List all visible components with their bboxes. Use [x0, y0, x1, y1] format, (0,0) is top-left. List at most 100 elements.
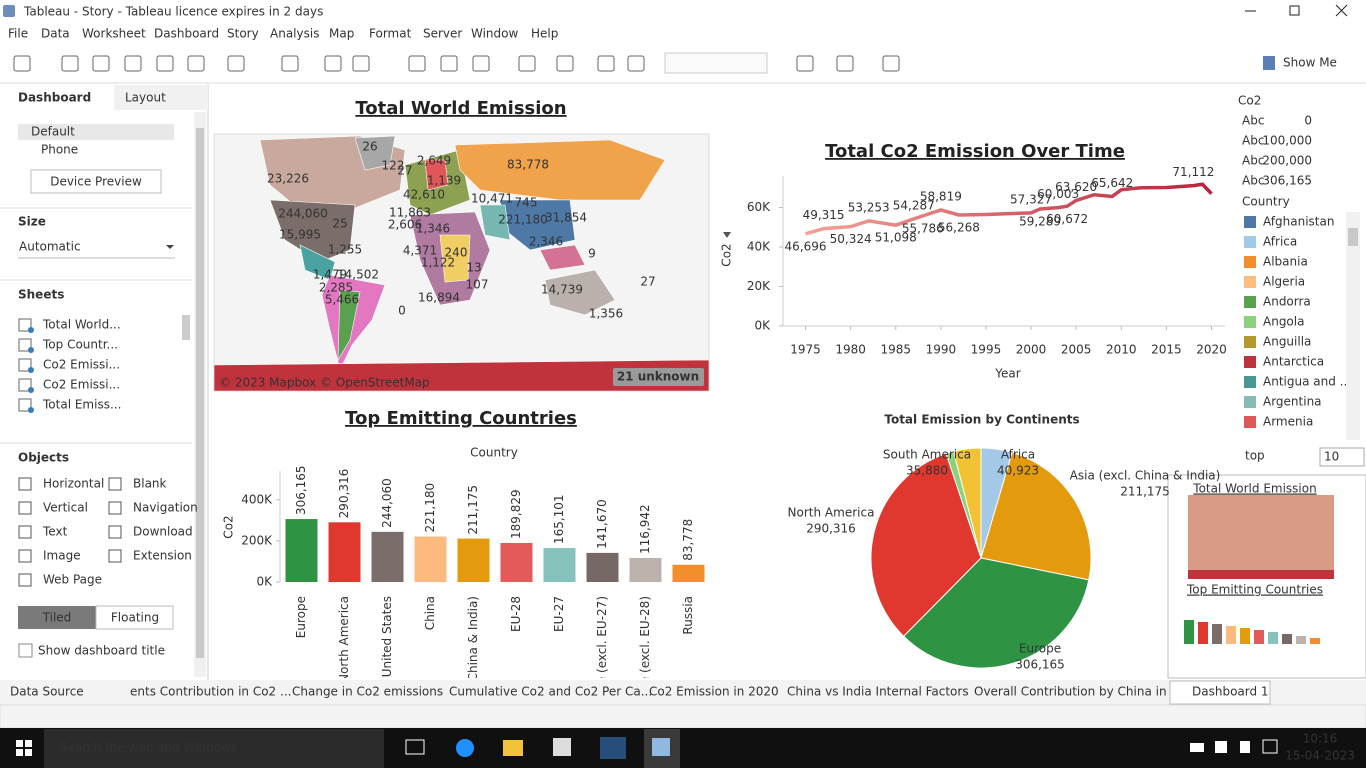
tab-active[interactable]	[1169, 680, 1271, 705]
sheet-tab[interactable]: Co2 Emission in 2020	[649, 685, 779, 699]
unknown-badge[interactable]: 21 unknown	[617, 370, 699, 384]
legend-swatch[interactable]	[1244, 416, 1256, 428]
checkbox-label[interactable]: Show dashboard title	[38, 644, 165, 658]
toolbar-button[interactable]	[187, 55, 205, 72]
toolbar-button[interactable]	[352, 55, 370, 72]
sheet-item[interactable]: Total Emiss...	[42, 398, 121, 412]
toolbar-button[interactable]	[281, 55, 299, 72]
legend-item[interactable]: Andorra	[1263, 295, 1311, 309]
menu-item[interactable]: Analysis	[270, 27, 319, 41]
sheet-item[interactable]: Total World...	[42, 318, 121, 332]
window-controls[interactable]	[1245, 4, 1348, 17]
legend-item[interactable]: Angola	[1263, 315, 1304, 329]
device-selected[interactable]	[18, 124, 174, 140]
object-item[interactable]: Blank	[133, 477, 167, 491]
show-me-icon[interactable]	[1263, 56, 1275, 70]
scroll-thumb[interactable]	[196, 128, 204, 658]
sheet-tab[interactable]: China vs India Internal Factors	[787, 685, 969, 699]
legend-swatch[interactable]	[1244, 236, 1256, 248]
tab[interactable]	[114, 85, 208, 110]
sheet-tab[interactable]: Data Source	[10, 685, 84, 699]
menu-item[interactable]: Worksheet	[82, 27, 146, 41]
toolbar-button[interactable]	[324, 55, 342, 72]
legend-swatch[interactable]	[1244, 376, 1256, 388]
toolbar-button[interactable]	[227, 55, 245, 72]
toggle-label[interactable]: Tiled	[42, 611, 72, 625]
toolbar-button[interactable]	[472, 55, 490, 72]
menu-item[interactable]: Map	[329, 27, 354, 41]
device-preview-button[interactable]: Device Preview	[50, 175, 142, 189]
legend-swatch[interactable]	[1244, 256, 1256, 268]
object-item[interactable]: Download	[133, 525, 193, 539]
toolbar-button[interactable]	[882, 55, 900, 72]
toolbar-button[interactable]	[836, 55, 854, 72]
sheet-tab[interactable]: Overall Contribution by China in ...	[974, 685, 1182, 699]
legend-item[interactable]: Algeria	[1263, 275, 1305, 289]
menu-item[interactable]: File	[8, 27, 28, 41]
toggle[interactable]	[95, 605, 174, 630]
toolbar-button[interactable]	[796, 55, 814, 72]
legend-swatch[interactable]	[1244, 396, 1256, 408]
unknown-badge-bg[interactable]	[613, 368, 704, 386]
legend-scrollbar[interactable]	[1346, 212, 1360, 440]
toolbar-button[interactable]	[124, 55, 142, 72]
sheet-tab[interactable]: Dashboard 1	[1192, 685, 1269, 699]
sheet-item[interactable]: Co2 Emissi...	[43, 378, 120, 392]
sheet-item[interactable]: Top Countr...	[42, 338, 118, 352]
sheet-tab[interactable]: ents Contribution in Co2 ...	[130, 685, 291, 699]
device-option[interactable]: Default	[31, 125, 75, 139]
legend-swatch[interactable]	[1244, 216, 1256, 228]
button[interactable]	[30, 169, 162, 194]
legend-item[interactable]: Albania	[1263, 255, 1308, 269]
legend-item[interactable]: Argentina	[1263, 395, 1322, 409]
menu-item[interactable]: Help	[531, 27, 558, 41]
filter-input[interactable]	[1319, 447, 1365, 467]
toolbar-button[interactable]	[61, 55, 79, 72]
start-button[interactable]	[16, 740, 32, 756]
toolbar-button[interactable]	[156, 55, 174, 72]
checkbox[interactable]	[18, 643, 33, 658]
taskbar-apps[interactable]	[405, 729, 680, 768]
tray-icons[interactable]	[1190, 739, 1278, 754]
legend-item[interactable]: Armenia	[1263, 415, 1313, 429]
legend-swatch[interactable]	[1244, 276, 1256, 288]
size-dropdown[interactable]: Automatic	[19, 240, 81, 254]
legend-item[interactable]: Africa	[1263, 235, 1297, 249]
object-item[interactable]: Vertical	[43, 501, 88, 515]
legend-item[interactable]: Antigua and ..	[1263, 375, 1347, 389]
legend-swatch[interactable]	[1244, 336, 1256, 348]
toolbar-button[interactable]	[408, 55, 426, 72]
legend-item[interactable]: Afghanistan	[1263, 215, 1334, 229]
toolbar-button[interactable]	[597, 55, 615, 72]
search-box[interactable]	[44, 729, 384, 768]
object-item[interactable]: Horizontal	[43, 477, 104, 491]
device-option[interactable]: Phone	[41, 143, 78, 157]
menu-item[interactable]: Data	[41, 27, 70, 41]
menu-item[interactable]: Story	[227, 27, 259, 41]
object-item[interactable]: Web Page	[43, 573, 102, 587]
legend-swatch[interactable]	[1244, 356, 1256, 368]
search-placeholder[interactable]: Search the web and Windows	[60, 741, 237, 755]
object-item[interactable]: Navigation	[133, 501, 198, 515]
object-item[interactable]: Extension	[133, 549, 192, 563]
object-item[interactable]: Text	[42, 525, 68, 539]
legend-item[interactable]: Antarctica	[1263, 355, 1324, 369]
sheet-item[interactable]: Co2 Emissi...	[43, 358, 120, 372]
tab-label[interactable]: Layout	[125, 91, 166, 105]
legend-swatch[interactable]	[1244, 316, 1256, 328]
menu-item[interactable]: Server	[423, 27, 462, 41]
menu-item[interactable]: Window	[471, 27, 519, 41]
object-item[interactable]: Image	[43, 549, 81, 563]
menu-item[interactable]: Dashboard	[154, 27, 219, 41]
legend-scroll-thumb[interactable]	[1348, 228, 1358, 246]
toggle-label[interactable]: Floating	[111, 611, 159, 625]
toolbar-button[interactable]	[518, 55, 536, 72]
toolbar-dropdown[interactable]	[664, 52, 768, 74]
tab-active[interactable]	[0, 85, 114, 110]
sheet-tab[interactable]: Change in Co2 emissions	[292, 685, 443, 699]
toolbar-button[interactable]	[627, 55, 645, 72]
sheet-tab[interactable]: Cumulative Co2 and Co2 Per Ca...	[449, 685, 652, 699]
tab-label[interactable]: Dashboard	[18, 91, 91, 105]
menu-item[interactable]: Format	[369, 27, 412, 41]
show-me-button[interactable]: Show Me	[1283, 56, 1337, 70]
